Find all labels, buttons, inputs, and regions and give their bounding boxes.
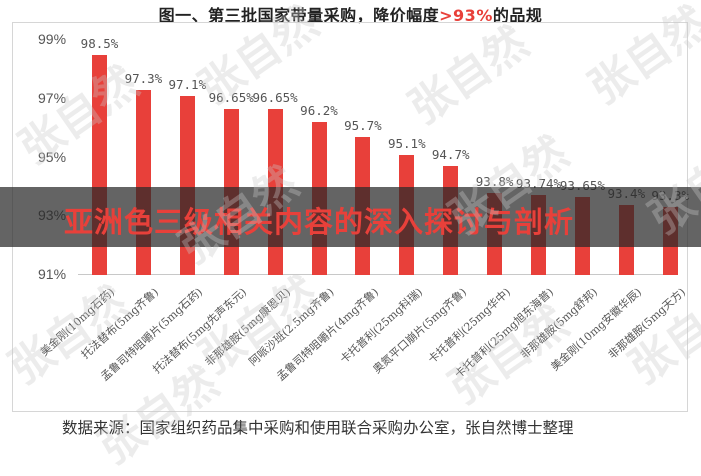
bar-value-label: 94.7% xyxy=(431,147,470,163)
overlay-headline: 亚洲色三级相关内容的深入探讨与剖析 xyxy=(64,205,575,239)
bar-value-label: 93.74% xyxy=(515,175,562,191)
bar-value-label: 96.2% xyxy=(300,103,338,119)
y-tick-label: 95% xyxy=(38,148,67,165)
y-tick-label: 97% xyxy=(38,89,67,106)
data-source-note: 数据来源：国家组织药品集中采购和使用联合采购办公室，张自然博士整理 xyxy=(62,419,574,437)
bar-value-label: 95.7% xyxy=(344,117,382,133)
bar xyxy=(135,89,151,275)
bar-value-label: 95.1% xyxy=(387,135,426,151)
bar-value-label: 98.5% xyxy=(80,35,119,51)
bar-value-label: 93.8% xyxy=(475,173,514,189)
bar xyxy=(179,95,195,275)
x-axis-line xyxy=(78,274,678,275)
chart-title: 图一、第三批国家带量采购，降价幅度>93%的品规 xyxy=(158,6,543,25)
bar-value-label: 97.3% xyxy=(124,70,163,86)
bar-value-label: 96.65% xyxy=(252,90,298,106)
overlay-banner xyxy=(0,187,701,247)
y-tick-label: 99% xyxy=(38,31,67,47)
bar-value-label: 96.65% xyxy=(208,90,254,106)
bar-value-label: 97.1% xyxy=(168,76,207,92)
y-tick-label: 91% xyxy=(38,266,67,282)
